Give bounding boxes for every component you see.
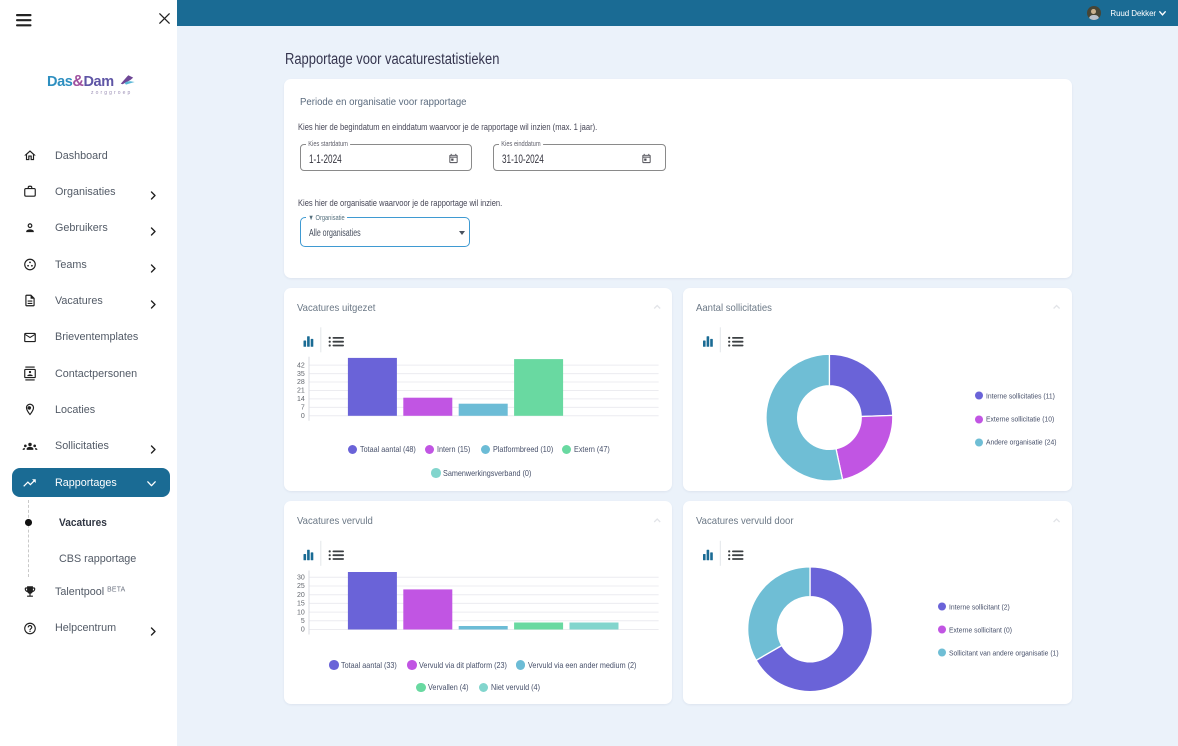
svg-text:0: 0: [301, 413, 305, 420]
svg-text:28: 28: [297, 379, 305, 386]
svg-text:0: 0: [301, 627, 305, 634]
svg-text:10: 10: [297, 609, 305, 616]
svg-text:14: 14: [297, 396, 305, 403]
svg-text:21: 21: [297, 388, 305, 395]
svg-text:35: 35: [297, 371, 305, 378]
svg-text:15: 15: [297, 601, 305, 608]
svg-text:20: 20: [297, 592, 305, 599]
svg-text:42: 42: [297, 362, 305, 369]
svg-text:7: 7: [301, 405, 305, 412]
svg-text:30: 30: [297, 574, 305, 581]
svg-text:25: 25: [297, 583, 305, 590]
svg-text:5: 5: [301, 618, 305, 625]
